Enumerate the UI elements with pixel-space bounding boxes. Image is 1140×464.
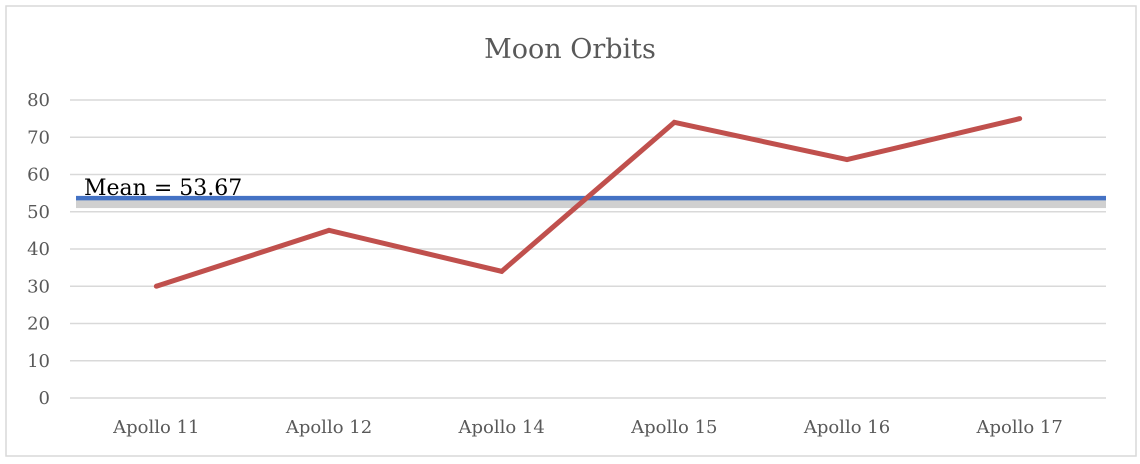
data-point (844, 157, 850, 163)
data-point (499, 268, 505, 274)
y-tick-label: 80 (27, 90, 50, 111)
y-axis-tick-labels: 0 10 20 30 40 50 60 70 80 (27, 90, 50, 409)
x-tick-label: Apollo 11 (112, 417, 199, 438)
y-tick-label: 0 (39, 388, 50, 409)
data-point (671, 119, 677, 125)
data-point (326, 227, 332, 233)
x-tick-label: Apollo 16 (803, 417, 890, 438)
chart-border (5, 5, 1137, 457)
y-tick-label: 20 (27, 314, 50, 335)
chart-title: Moon Orbits (484, 34, 656, 65)
y-tick-label: 40 (27, 239, 50, 260)
series-lines (153, 116, 1023, 289)
y-tick-label: 60 (27, 165, 50, 186)
x-tick-label: Apollo 12 (285, 417, 372, 438)
x-axis-tick-labels: Apollo 11 Apollo 12 Apollo 14 Apollo 15 Apol… (112, 417, 1063, 438)
y-tick-label: 70 (27, 127, 50, 148)
x-tick-label: Apollo 14 (457, 417, 544, 438)
y-tick-label: 30 (27, 276, 50, 297)
mean-line-shadow (76, 200, 1106, 209)
gridlines (70, 99, 1106, 399)
series-line (155, 116, 1021, 289)
mean-label: Mean = 53.67 (84, 176, 242, 201)
x-tick-label: Apollo 15 (630, 417, 717, 438)
mean-reference: Mean = 53.67 (76, 176, 1106, 209)
data-point (1017, 116, 1023, 122)
data-point (153, 283, 159, 289)
y-tick-label: 50 (27, 202, 50, 223)
y-tick-label: 10 (27, 351, 50, 372)
x-tick-label: Apollo 17 (975, 417, 1062, 438)
